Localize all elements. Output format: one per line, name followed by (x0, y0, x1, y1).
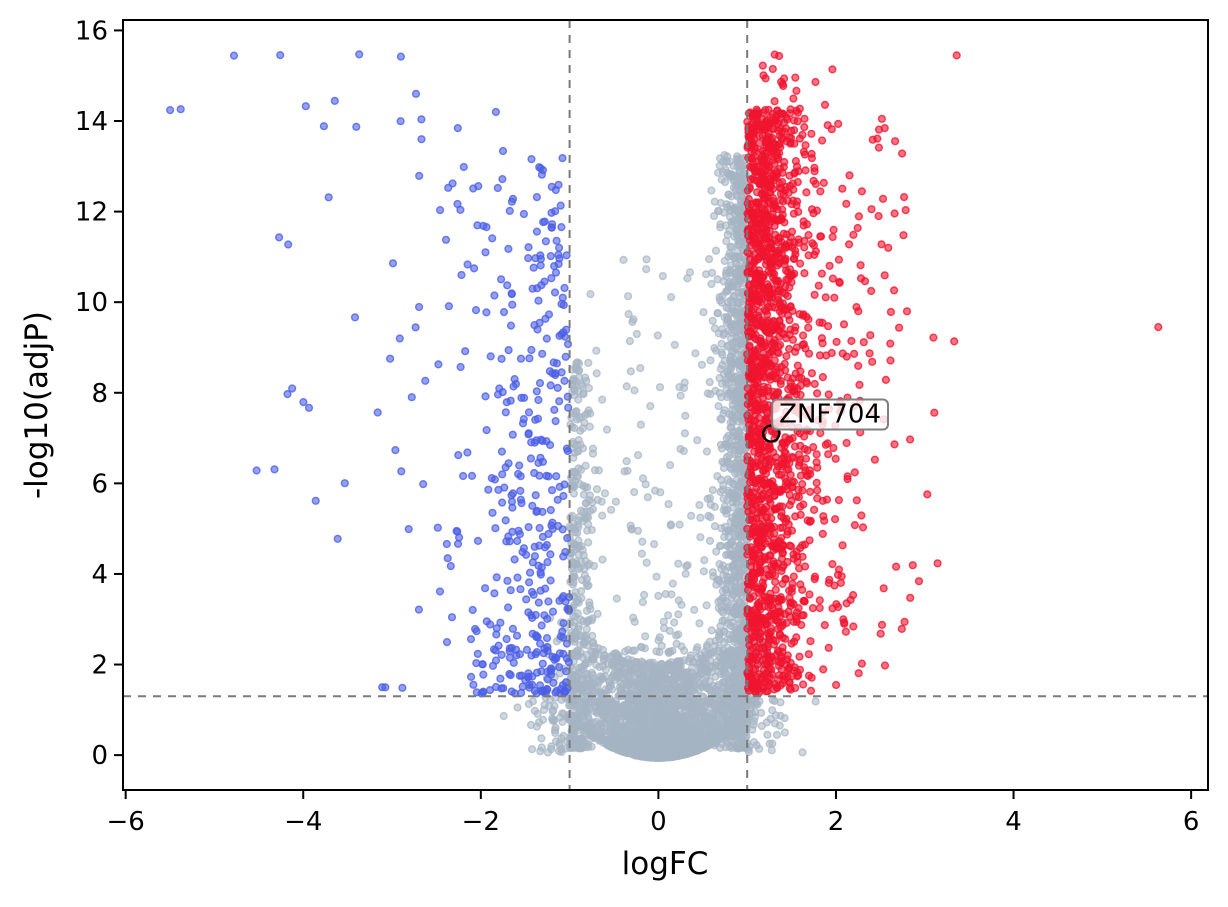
x-tick-label: 4 (1005, 807, 1022, 837)
x-tick-label: −2 (462, 807, 500, 837)
x-tick-label: 2 (828, 807, 845, 837)
annotation-label: ZNF704 (779, 400, 881, 430)
y-tick-label: 2 (91, 651, 108, 681)
x-tick-label: −6 (106, 807, 144, 837)
tick-marks-layer: −6 −4 −2 0 2 4 6 0 2 4 6 8 10 12 14 16 (75, 16, 1199, 837)
x-tick-label: 6 (1183, 807, 1200, 837)
x-tick-label: 0 (650, 807, 667, 837)
y-tick-label: 16 (75, 16, 108, 46)
plot-border (122, 19, 1209, 791)
scatter-points-layer (166, 50, 1163, 762)
annotation-box (771, 398, 890, 431)
gene-annotation: ZNF704 (761, 398, 890, 443)
threshold-lines-layer (123, 20, 1208, 790)
y-tick-label: 8 (91, 379, 108, 409)
highlighted-point-ring (761, 424, 781, 443)
not-significant-points-group (499, 151, 820, 762)
axes-layer: −6 −4 −2 0 2 4 6 0 2 4 6 8 10 12 14 16 logFC -log10(adj… (19, 16, 1209, 882)
y-tick-label: 10 (75, 288, 108, 318)
y-tick-label: 0 (91, 741, 108, 771)
y-tick-label: 6 (91, 469, 108, 499)
down-regulated-points-group (166, 50, 574, 698)
y-tick-label: 14 (75, 107, 108, 137)
x-tick-label: −4 (284, 807, 322, 837)
up-regulated-points-group (743, 50, 1163, 697)
y-tick-label: 4 (91, 560, 108, 590)
y-tick-label: 12 (75, 198, 108, 228)
x-axis-label: logFC (622, 846, 709, 882)
y-axis-label: -log10(adjP) (19, 311, 55, 499)
